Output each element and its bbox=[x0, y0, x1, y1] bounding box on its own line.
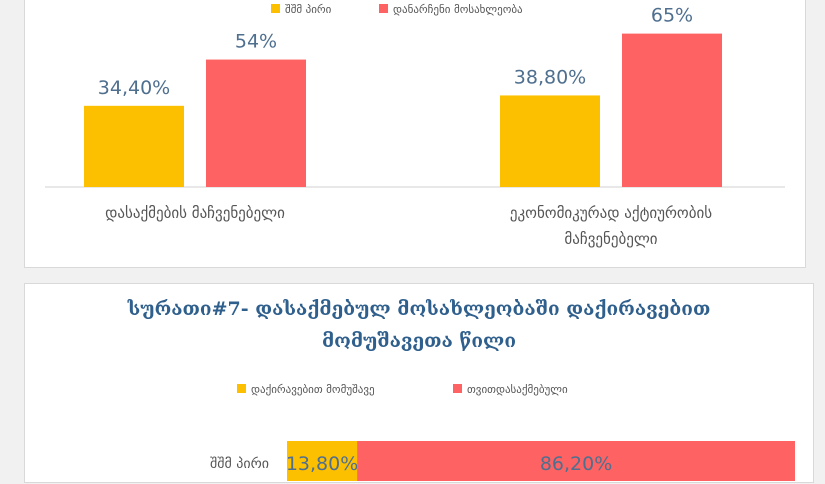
legend-label: შშმ პირი bbox=[285, 3, 332, 16]
chart-title-line-2: მომუშავეთა წილი bbox=[321, 330, 516, 352]
data-label: 54% bbox=[235, 31, 277, 53]
data-label: 34,40% bbox=[98, 77, 170, 99]
chart-card-employment: შშმ პირი დანარჩენი მოსახლეობა 34,40% 54% დას… bbox=[24, 0, 806, 268]
legend-label: დანარჩენი მოსახლეობა bbox=[393, 3, 523, 16]
legend-swatch bbox=[453, 384, 462, 393]
category-label: დასაქმების მაჩვენებელი bbox=[105, 204, 285, 222]
legend-swatch bbox=[237, 384, 246, 393]
category-label: შშმ პირი bbox=[210, 455, 269, 472]
bar bbox=[500, 95, 600, 187]
bar-chart-employment: შშმ პირი დანარჩენი მოსახლეობა 34,40% 54% დას… bbox=[45, 3, 785, 248]
bar bbox=[84, 105, 184, 187]
chart-title-line-1: სურათი#7- დასაქმებულ მოსახლეობაში დაქირა… bbox=[127, 298, 711, 320]
legend-label: თვითდასაქმებული bbox=[467, 383, 568, 396]
category-label: მაჩვენებელი bbox=[564, 230, 657, 248]
bar bbox=[206, 59, 306, 188]
data-label: 38,80% bbox=[514, 66, 586, 88]
data-label: 86,20% bbox=[540, 453, 612, 475]
data-label: 13,80% bbox=[286, 453, 358, 475]
legend-swatch bbox=[379, 4, 388, 13]
category-label: ეკონომიკურად აქტიურობის bbox=[510, 204, 712, 222]
legend-swatch bbox=[271, 4, 280, 13]
bar-chart-hired-share: დაქირავებით მომუშავე თვითდასაქმებული შშმ პ… bbox=[210, 383, 795, 481]
bar bbox=[622, 33, 722, 187]
legend-label: დაქირავებით მომუშავე bbox=[251, 383, 375, 396]
data-label: 65% bbox=[651, 5, 693, 27]
chart-card-hired-share: სურათი#7- დასაქმებულ მოსახლეობაში დაქირა… bbox=[24, 283, 814, 483]
